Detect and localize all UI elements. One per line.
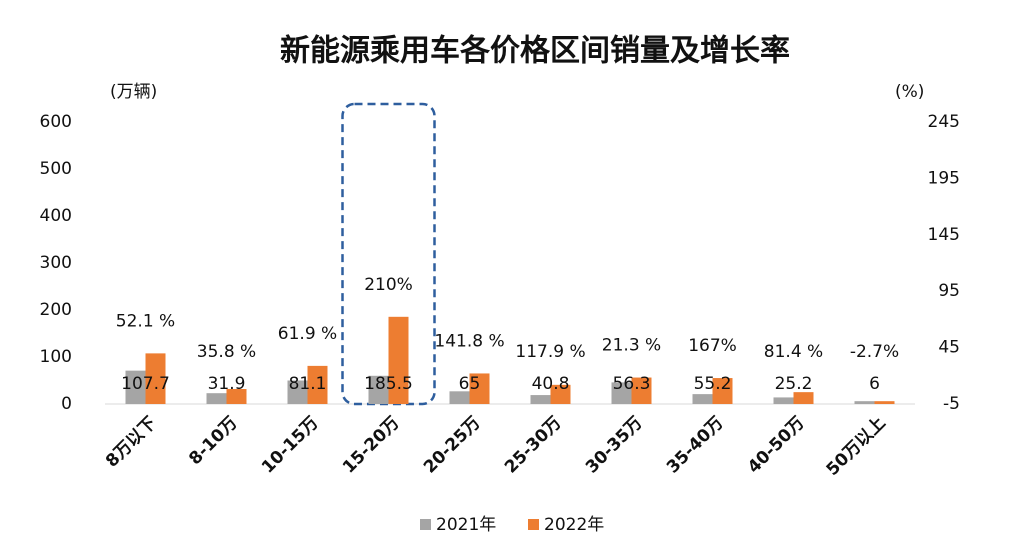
data-label: 6 — [869, 374, 880, 394]
y2-tick-label: 45 — [938, 338, 960, 358]
growth-label: 61.9 % — [278, 324, 337, 344]
bar — [550, 384, 571, 404]
y2-tick-label: -5 — [943, 394, 960, 414]
highlight-box — [341, 102, 436, 406]
y2-axis-label: (%) — [895, 82, 924, 102]
data-label: 56.3 — [613, 374, 651, 394]
bar — [307, 365, 328, 404]
growth-label: 35.8 % — [197, 342, 256, 362]
bar — [712, 378, 733, 404]
bar — [287, 380, 308, 404]
bar — [145, 353, 166, 404]
y2-tick-label: 95 — [938, 281, 960, 301]
legend-label: 2021年 — [436, 515, 496, 535]
growth-label: 167% — [688, 336, 737, 356]
data-label: 185.5 — [364, 374, 413, 394]
y-tick-label: 0 — [61, 394, 72, 414]
growth-label: 21.3 % — [602, 336, 661, 356]
bar — [874, 401, 895, 404]
data-label: 55.2 — [694, 374, 732, 394]
y2-tick-label: 145 — [928, 225, 960, 245]
data-label: 107.7 — [121, 374, 170, 394]
legend-swatch — [528, 519, 539, 530]
y-tick-label: 100 — [40, 347, 72, 367]
growth-label: 52.1 % — [116, 311, 175, 331]
y-tick-label: 400 — [40, 206, 72, 226]
bar — [449, 391, 470, 404]
bar — [631, 377, 652, 404]
y-tick-label: 500 — [40, 159, 72, 179]
bar — [226, 389, 247, 404]
bar — [611, 382, 632, 404]
bar — [388, 316, 409, 404]
bar — [469, 373, 490, 404]
bar — [773, 397, 794, 404]
data-label: 31.9 — [208, 374, 246, 394]
growth-label: 141.8 % — [434, 331, 504, 351]
data-label: 65 — [459, 374, 481, 394]
growth-label: 81.4 % — [764, 342, 823, 362]
bar — [692, 394, 713, 404]
growth-label: 117.9 % — [515, 342, 585, 362]
chart-title: 新能源乘用车各价格区间销量及增长率 — [280, 34, 790, 69]
bar — [368, 375, 389, 404]
bar — [530, 395, 551, 404]
data-label: 40.8 — [532, 374, 570, 394]
y2-tick-label: 245 — [928, 112, 960, 132]
y-tick-label: 600 — [40, 112, 72, 132]
y-tick-label: 300 — [40, 253, 72, 273]
legend-swatch — [420, 519, 431, 530]
bar — [206, 393, 227, 404]
growth-label: 210% — [364, 275, 413, 295]
growth-label: -2.7% — [850, 342, 899, 362]
y2-tick-label: 195 — [928, 168, 960, 188]
legend-label: 2022年 — [544, 515, 604, 535]
bar — [793, 392, 814, 404]
data-label: 25.2 — [775, 374, 813, 394]
y-axis-label: (万辆) — [110, 82, 157, 102]
bar — [125, 370, 146, 404]
y-tick-label: 200 — [40, 300, 72, 320]
bar — [854, 401, 875, 404]
data-label: 81.1 — [289, 374, 327, 394]
